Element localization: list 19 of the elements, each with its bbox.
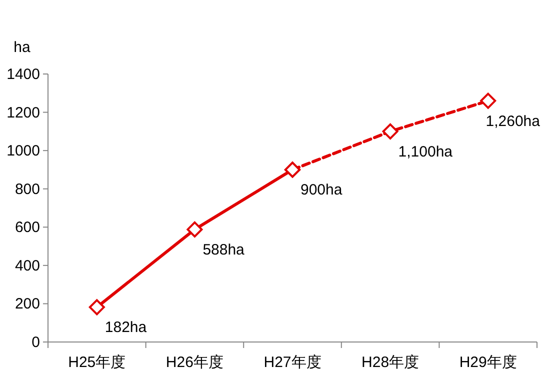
y-tick-label: 0 [32,334,40,351]
x-tick-label: H27年度 [264,354,322,371]
data-label: 182ha [104,319,148,336]
y-tick-label: 1400 [6,66,40,83]
data-label: 900ha [300,182,343,199]
y-tick-label: 400 [14,257,40,274]
data-label: 588ha [202,241,246,258]
y-axis-title: ha [14,39,31,56]
data-label: 1,100ha [398,143,454,160]
x-tick-label: H28年度 [362,354,420,371]
x-tick-label: H29年度 [459,354,517,371]
y-tick-label: 1000 [6,142,40,160]
y-tick-label: 1200 [6,104,40,122]
x-tick-label: H25年度 [68,354,126,371]
data-label: 1,260ha [486,112,541,130]
y-tick-label: 800 [14,180,40,198]
y-tick-label: 200 [14,296,40,313]
x-tick-label: H26年度 [166,354,224,371]
y-tick-label: 600 [14,219,40,236]
